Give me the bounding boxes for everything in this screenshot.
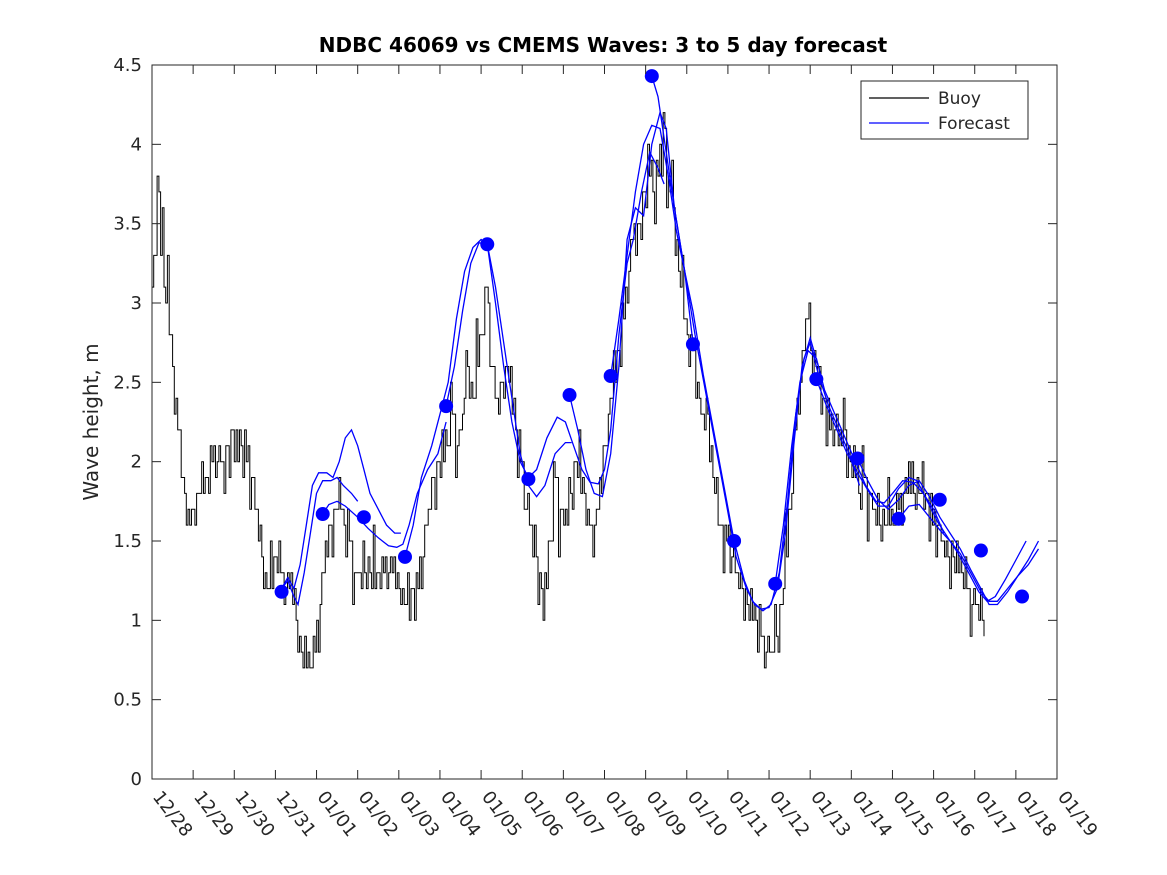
y-tick-label-5: 2.5	[113, 372, 142, 393]
plot-area	[152, 65, 1057, 779]
forecast-line-11	[815, 378, 1027, 603]
forecast-marker-12	[727, 534, 742, 548]
y-tick-label-9: 4.5	[113, 55, 142, 76]
marker-layer	[274, 69, 1030, 604]
y-tick-label-0: 0	[131, 769, 142, 790]
forecast-marker-15	[850, 451, 865, 466]
forecast-line-13	[898, 503, 1040, 602]
forecast-marker-8	[562, 388, 577, 403]
plot-background	[152, 65, 1057, 779]
forecast-marker-5	[439, 399, 454, 414]
forecast-line-5	[445, 241, 572, 498]
forecast-line-1	[281, 476, 359, 607]
legend-box	[860, 80, 1029, 140]
forecast-marker-1	[274, 584, 289, 599]
y-tick-label-3: 1.5	[113, 531, 142, 552]
legend-label-1: Forecast	[938, 114, 1010, 134]
forecast-marker-6	[480, 237, 495, 252]
forecast-marker-4	[397, 549, 412, 564]
y-tick-label-8: 4	[131, 134, 142, 155]
chart-title: NDBC 46069 vs CMEMS Waves: 3 to 5 day fo…	[319, 33, 888, 57]
legend-label-0: Buoy	[938, 89, 981, 109]
forecast-line-4	[404, 238, 488, 558]
forecast-marker-14	[809, 372, 824, 387]
forecast-line-6	[486, 150, 665, 485]
y-tick-label-2: 1	[131, 610, 142, 631]
forecast-marker-13	[768, 576, 783, 591]
y-tick-label-4: 2	[131, 452, 142, 473]
forecast-marker-3	[356, 510, 371, 525]
forecast-marker-16	[891, 511, 906, 526]
forecast-marker-17	[932, 492, 947, 507]
forecast-line-2	[281, 428, 401, 591]
forecast-marker-7	[521, 472, 536, 487]
y-tick-label-1: 0.5	[113, 690, 142, 711]
forecast-marker-9	[603, 368, 618, 383]
forecast-line-3	[322, 421, 447, 548]
legend: Buoy Forecast	[860, 80, 1029, 140]
y-tick-label-6: 3	[131, 293, 142, 314]
forecast-line-8	[610, 124, 820, 610]
forecast-line-12	[856, 458, 1040, 606]
forecast-marker-11	[685, 337, 700, 352]
forecast-marker-19	[1015, 589, 1030, 604]
forecast-marker-18	[973, 543, 988, 558]
forecast-marker-2	[315, 507, 330, 522]
forecast-marker-10	[644, 69, 659, 84]
y-tick-label-7: 3.5	[113, 214, 142, 235]
y-axis-label: Wave height, m	[79, 343, 103, 500]
